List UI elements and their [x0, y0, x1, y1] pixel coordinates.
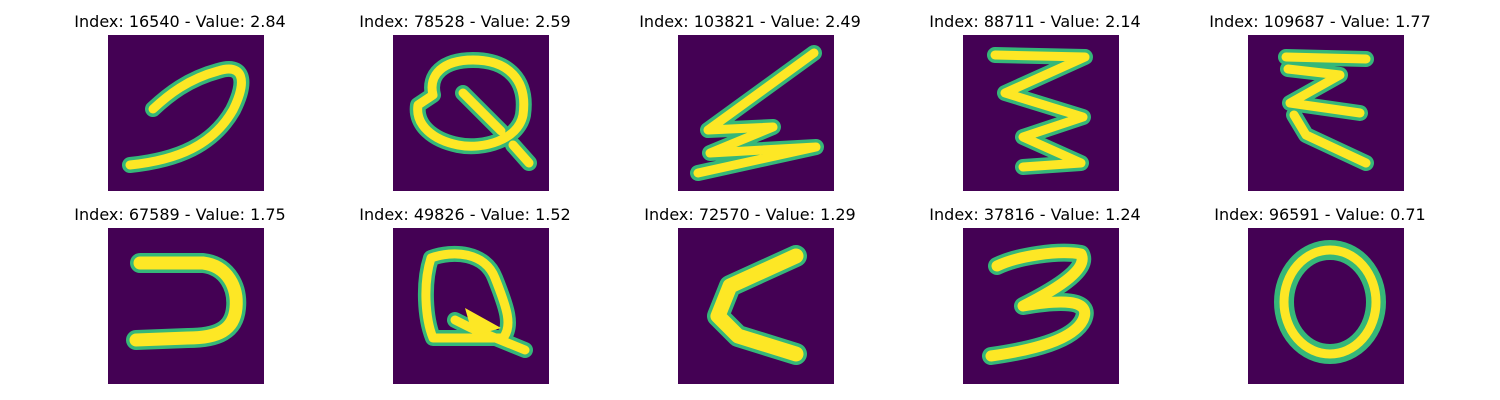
digit-image [1248, 228, 1404, 384]
digit-image [393, 35, 549, 191]
panel-7: Index: 49826 - Value: 1.52 [315, 205, 615, 395]
zigzag-glyph [690, 45, 824, 181]
panel-4: Index: 88711 - Value: 2.14 [885, 12, 1185, 202]
panel-title: Index: 37816 - Value: 1.24 [929, 205, 1141, 224]
digit-image [108, 228, 264, 384]
digit-image [678, 228, 834, 384]
E-shape-glyph [1278, 49, 1374, 171]
panel-title: Index: 67589 - Value: 1.75 [74, 205, 286, 224]
Z-zigzag-glyph [987, 47, 1093, 175]
less-than-glyph [707, 245, 807, 365]
panel-title: Index: 49826 - Value: 1.52 [359, 205, 571, 224]
panel-title: Index: 88711 - Value: 2.14 [929, 12, 1141, 31]
digit-image [678, 35, 834, 191]
panel-10: Index: 96591 - Value: 0.71 [1170, 205, 1470, 395]
reversed-C-glyph [126, 253, 247, 350]
digit-image [1248, 35, 1404, 191]
panel-2: Index: 78528 - Value: 2.59 [315, 12, 615, 202]
three-glyph [982, 243, 1094, 365]
Q-shape-glyph [417, 245, 533, 358]
panel-5: Index: 109687 - Value: 1.77 [1170, 12, 1470, 202]
panel-title: Index: 109687 - Value: 1.77 [1209, 12, 1431, 31]
panel-title: Index: 96591 - Value: 0.71 [1214, 205, 1426, 224]
zero-glyph [1274, 240, 1386, 364]
panel-1: Index: 16540 - Value: 2.84 [30, 12, 330, 202]
hook-stroke-glyph [122, 61, 250, 173]
digit-image [963, 35, 1119, 191]
panel-title: Index: 72570 - Value: 1.29 [644, 205, 856, 224]
looped-Q-glyph [409, 52, 537, 171]
digit-image [108, 35, 264, 191]
panel-3: Index: 103821 - Value: 2.49 [600, 12, 900, 202]
panel-title: Index: 16540 - Value: 2.84 [74, 12, 286, 31]
panel-8: Index: 72570 - Value: 1.29 [600, 205, 900, 395]
digit-image [393, 228, 549, 384]
panel-title: Index: 103821 - Value: 2.49 [639, 12, 861, 31]
digit-image [963, 228, 1119, 384]
panel-6: Index: 67589 - Value: 1.75 [30, 205, 330, 395]
panel-title: Index: 78528 - Value: 2.59 [359, 12, 571, 31]
panel-9: Index: 37816 - Value: 1.24 [885, 205, 1185, 395]
